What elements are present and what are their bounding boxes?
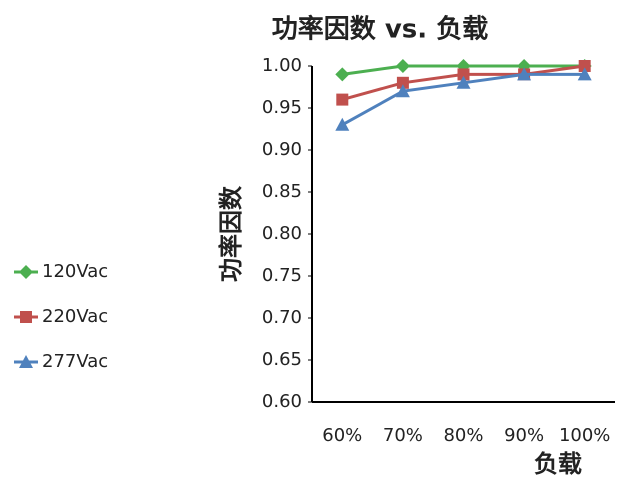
legend-marker: [19, 355, 33, 368]
marker: [336, 93, 349, 106]
marker: [395, 84, 410, 98]
y-tick-label: 1.00: [262, 55, 302, 76]
y-axis-title: 功率因数: [217, 185, 245, 282]
legend-marker: [20, 311, 32, 323]
x-tick-label: 70%: [383, 425, 423, 446]
x-tick-label: 90%: [504, 425, 544, 446]
y-tick-label: 0.85: [262, 181, 302, 202]
marker: [517, 67, 532, 81]
marker: [335, 117, 350, 131]
legend-marker: [19, 265, 33, 279]
x-tick-label: 100%: [559, 425, 610, 446]
legend-label: 220Vac: [42, 306, 108, 327]
chart-title: 功率因数 vs. 负载: [272, 14, 488, 45]
marker: [456, 75, 471, 89]
x-axis-title: 负载: [534, 450, 582, 478]
x-tick-label: 80%: [443, 425, 483, 446]
y-tick-label: 0.95: [262, 97, 302, 118]
legend-label: 277Vac: [42, 351, 108, 372]
y-tick-label: 0.60: [262, 391, 302, 412]
marker: [395, 59, 410, 73]
x-tick-label: 60%: [322, 425, 362, 446]
marker: [577, 67, 592, 81]
y-tick-label: 0.65: [262, 349, 302, 370]
marker: [335, 67, 350, 82]
y-tick-label: 0.70: [262, 307, 302, 328]
legend-label: 120Vac: [42, 261, 108, 282]
y-tick-label: 0.90: [262, 139, 302, 160]
marker: [457, 68, 470, 81]
marker: [396, 76, 409, 89]
y-tick-label: 0.75: [262, 265, 302, 286]
marker: [578, 60, 591, 72]
y-tick-label: 0.80: [262, 223, 302, 244]
